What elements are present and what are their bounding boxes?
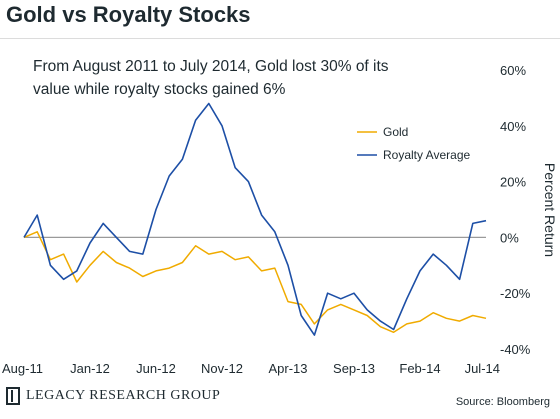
series-line-royalty-average [23, 102, 487, 336]
annotation-line-1: From August 2011 to July 2014, Gold lost… [33, 58, 389, 75]
x-tick-label: Jan-12 [70, 361, 110, 376]
x-tick-label: Aug-11 [2, 361, 43, 376]
legend: Gold Royalty Average [357, 125, 470, 162]
x-tick-label: Jun-12 [136, 361, 176, 376]
legend-royalty-label: Royalty Average [383, 148, 470, 162]
y-tick-label: 60% [500, 63, 526, 78]
legend-gold-label: Gold [383, 125, 408, 139]
y-tick-label: 20% [500, 175, 526, 190]
x-tick-label: Nov-12 [201, 361, 243, 376]
annotation-line-2: value while royalty stocks gained 6% [33, 81, 286, 98]
y-tick-label: -40% [500, 342, 531, 357]
brand-logo: LEGACY RESEARCH GROUP [6, 387, 220, 405]
x-tick-label: Sep-13 [333, 361, 375, 376]
annotation-text: From August 2011 to July 2014, Gold lost… [33, 58, 389, 98]
y-axis-label: Percent Return [542, 163, 558, 257]
x-tick-label: Feb-14 [399, 361, 440, 376]
series-line-gold [23, 231, 487, 334]
logo-text: LEGACY RESEARCH GROUP [26, 388, 221, 403]
x-tick-label: Apr-13 [268, 361, 307, 376]
source-note: Source: Bloomberg [455, 396, 550, 408]
title-divider [0, 38, 560, 39]
y-tick-label: 0% [500, 230, 519, 245]
chart-title: Gold vs Royalty Stocks [6, 2, 251, 27]
y-tick-label: 40% [500, 119, 526, 134]
y-tick-label: -20% [500, 286, 531, 301]
logo-icon [6, 387, 20, 405]
x-tick-label: Jul-14 [465, 361, 500, 376]
